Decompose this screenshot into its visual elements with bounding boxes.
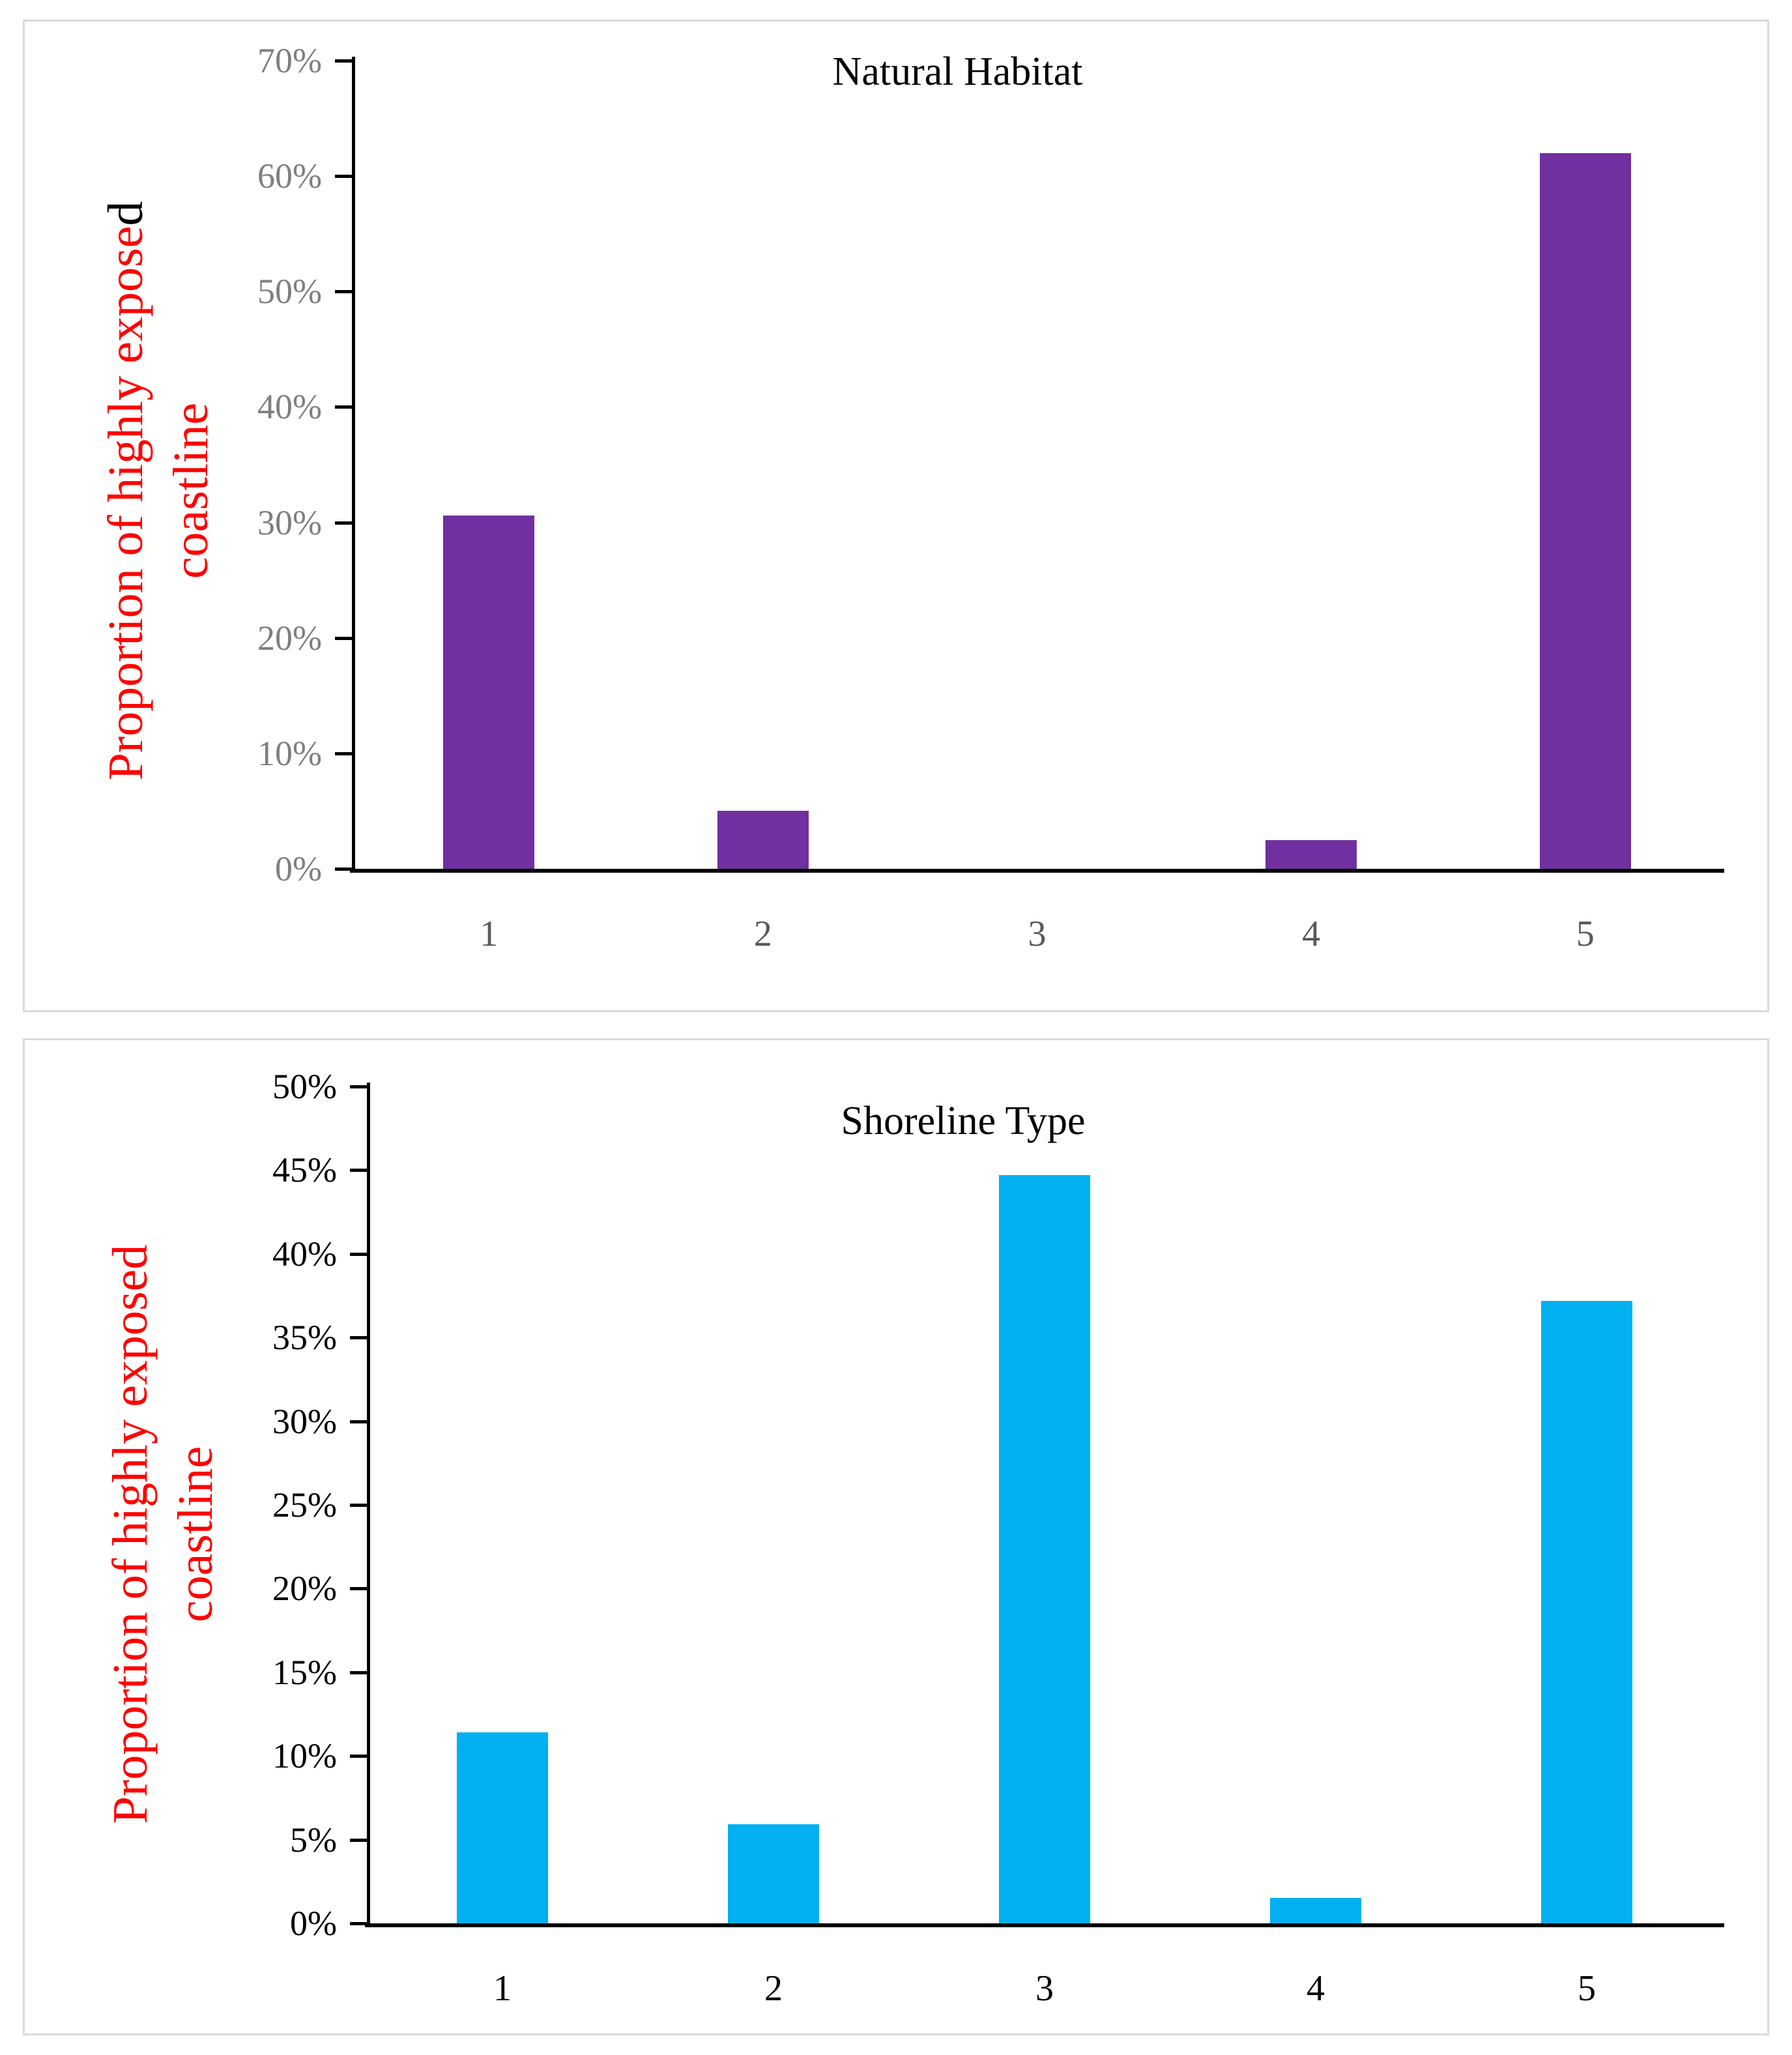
x-category-label: 5 xyxy=(1576,914,1595,954)
y-tick-mark xyxy=(350,1504,367,1507)
bar-category-5 xyxy=(1541,1300,1632,1923)
y-tick-mark xyxy=(350,1587,367,1591)
y-tick-mark xyxy=(350,1169,367,1173)
y-tick-mark xyxy=(350,1336,367,1340)
bar-category-4 xyxy=(1270,1898,1361,1923)
y-tick-label: 10% xyxy=(257,733,322,773)
bar-category-1 xyxy=(443,515,535,869)
y-tick-label: 30% xyxy=(257,503,322,542)
y-tick-label: 45% xyxy=(272,1150,337,1190)
y-tick-mark xyxy=(335,751,352,755)
y-tick-mark xyxy=(350,1922,367,1925)
x-axis-line xyxy=(350,869,1724,873)
plot-area: 70% 60% 50% 40% 30% 20% 10% 0% 1 2 3 4 5 xyxy=(25,22,1767,1010)
x-category-label: 1 xyxy=(493,1968,512,2009)
x-category-label: 5 xyxy=(1578,1968,1596,2009)
x-axis-line xyxy=(365,1923,1724,1927)
x-category-label: 3 xyxy=(1035,1968,1054,2009)
y-axis-line xyxy=(367,1083,370,1923)
y-tick-label: 50% xyxy=(257,272,322,312)
y-tick-label: 25% xyxy=(272,1485,337,1524)
y-tick-label: 0% xyxy=(275,849,322,888)
y-tick-label: 10% xyxy=(272,1736,337,1776)
y-tick-mark xyxy=(350,1838,367,1842)
y-tick-mark xyxy=(350,1755,367,1758)
x-category-label: 4 xyxy=(1302,914,1321,954)
bar-category-4 xyxy=(1265,839,1357,869)
y-tick-label: 70% xyxy=(257,41,322,80)
y-tick-label: 30% xyxy=(272,1401,337,1441)
y-tick-mark xyxy=(350,1252,367,1256)
x-category-label: 3 xyxy=(1028,914,1047,954)
bar-category-1 xyxy=(457,1732,548,1923)
y-tick-mark xyxy=(335,175,352,179)
plot-area: 50% 45% 40% 35% 30% 25% 20% 15% 10% 5% 0% 1 2 3 4 5 xyxy=(25,1040,1767,2033)
y-tick-label: 35% xyxy=(272,1318,337,1358)
y-tick-label: 15% xyxy=(272,1652,337,1692)
y-tick-mark xyxy=(335,59,352,63)
y-tick-mark xyxy=(350,1420,367,1423)
y-tick-label: 5% xyxy=(290,1820,337,1859)
bar-category-5 xyxy=(1539,153,1631,869)
y-tick-label: 40% xyxy=(257,387,322,427)
x-category-label: 4 xyxy=(1307,1968,1325,2009)
y-tick-label: 20% xyxy=(257,618,322,658)
y-tick-mark xyxy=(335,290,352,294)
y-tick-label: 20% xyxy=(272,1569,337,1609)
y-tick-label: 0% xyxy=(290,1904,337,1943)
x-category-label: 2 xyxy=(753,914,772,954)
chart-title: Natural Habitat xyxy=(832,50,1083,94)
y-tick-mark xyxy=(350,1085,367,1088)
bar-category-2 xyxy=(717,811,809,869)
y-tick-label: 50% xyxy=(272,1067,337,1106)
chart-title: Shoreline Type xyxy=(841,1099,1086,1143)
bar-category-3 xyxy=(999,1175,1090,1923)
y-axis-line xyxy=(352,57,355,869)
y-tick-mark xyxy=(335,521,352,525)
x-category-label: 1 xyxy=(480,914,499,954)
y-tick-label: 60% xyxy=(257,156,322,196)
chart-panel-shoreline-type: Shoreline Type Proportion of highly expo… xyxy=(23,1038,1769,2035)
y-tick-mark xyxy=(335,405,352,409)
x-category-label: 2 xyxy=(764,1968,783,2009)
y-tick-label: 40% xyxy=(272,1234,337,1274)
y-tick-mark xyxy=(350,1670,367,1674)
y-tick-mark xyxy=(335,636,352,640)
bar-category-2 xyxy=(728,1824,819,1923)
y-tick-mark xyxy=(335,867,352,871)
chart-panel-natural-habitat: Natural Habitat Proportion of highly exp… xyxy=(23,20,1769,1012)
